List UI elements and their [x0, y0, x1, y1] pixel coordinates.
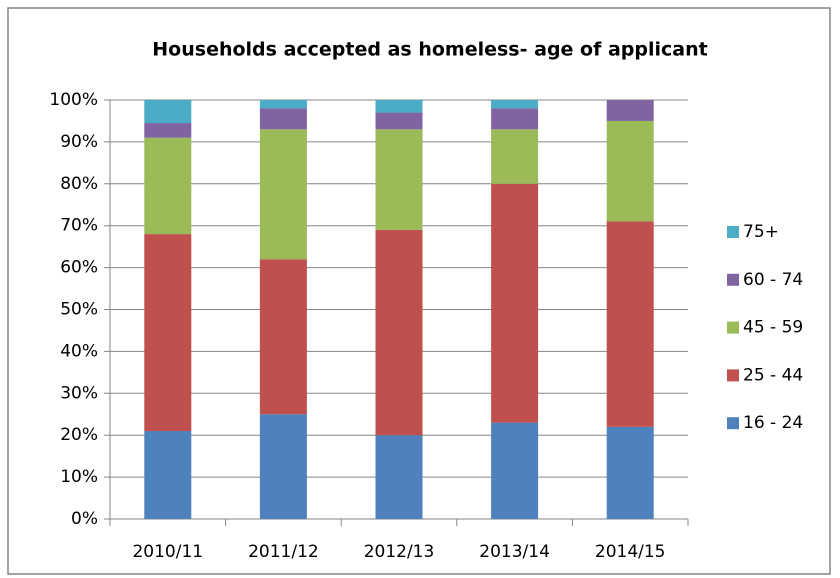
bar-segment	[259, 259, 307, 415]
y-tick-label: 60%	[60, 258, 98, 278]
bar-segment	[259, 100, 307, 109]
legend-swatch	[727, 417, 739, 430]
bar-segment	[491, 108, 539, 130]
bar-segment	[144, 137, 192, 235]
bar-segment	[375, 229, 423, 436]
chart-title: Households accepted as homeless- age of …	[152, 39, 707, 61]
legend-label: 16 - 24	[743, 413, 803, 433]
legend-swatch	[727, 321, 739, 334]
bar-segment	[606, 100, 654, 121]
legend-label: 25 - 44	[743, 365, 803, 385]
bar-segment	[144, 431, 192, 519]
y-tick-label: 90%	[60, 132, 98, 152]
bar-segment	[606, 221, 654, 427]
y-tick-label: 40%	[60, 341, 98, 361]
bar-segment	[375, 100, 423, 113]
bar-segment	[606, 426, 654, 519]
bar-segment	[144, 234, 192, 432]
x-tick-label: 2011/12	[248, 542, 319, 562]
y-tick-label: 10%	[60, 467, 98, 487]
y-tick-label: 50%	[60, 300, 98, 320]
y-tick-label: 0%	[71, 509, 98, 529]
bar-segment	[491, 100, 539, 109]
bar-segment	[259, 414, 307, 519]
x-tick-label: 2014/15	[595, 542, 666, 562]
y-tick-label: 30%	[60, 383, 98, 403]
legend-swatch	[727, 273, 739, 286]
legend-swatch	[727, 369, 739, 382]
bar-segment	[375, 112, 423, 130]
bar-segment	[259, 129, 307, 260]
x-tick-label: 2013/14	[479, 542, 550, 562]
y-tick-label: 20%	[60, 425, 98, 445]
x-tick-label: 2012/13	[364, 542, 435, 562]
legend-label: 60 - 74	[743, 270, 803, 290]
bar-segment	[491, 129, 539, 184]
legend-swatch	[727, 226, 739, 238]
bar-segment	[144, 100, 192, 124]
bar-segment	[375, 129, 423, 230]
legend-label: 75+	[743, 222, 779, 242]
x-tick-label: 2010/11	[132, 542, 203, 562]
bar-segment	[491, 422, 539, 519]
y-tick-label: 70%	[60, 216, 98, 236]
legend-label: 45 - 59	[743, 318, 803, 338]
bar-segment	[606, 120, 654, 222]
bar-segment	[375, 435, 423, 519]
bar-segment	[144, 123, 192, 138]
bar-segment	[259, 108, 307, 130]
bar-segment	[491, 183, 539, 423]
y-tick-label: 100%	[49, 90, 98, 110]
y-tick-label: 80%	[60, 174, 98, 194]
